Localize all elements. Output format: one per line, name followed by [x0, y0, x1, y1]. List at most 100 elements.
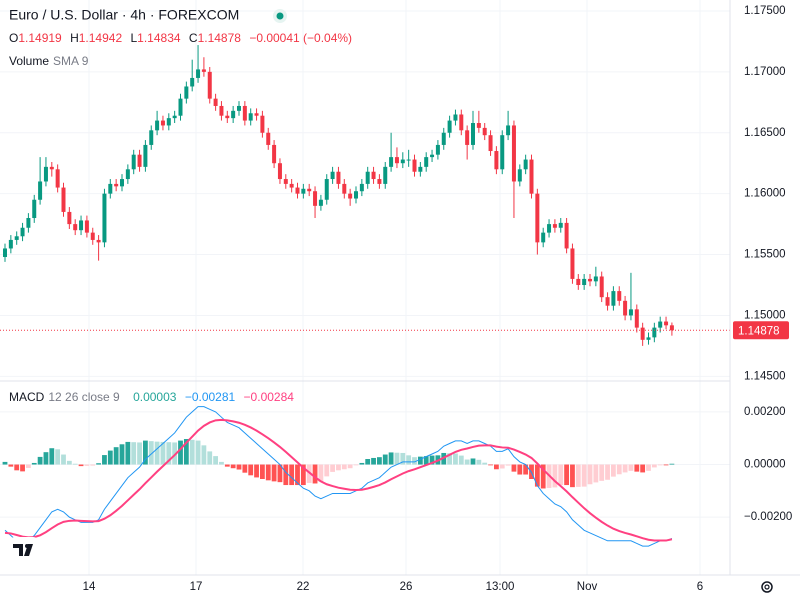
x-tick-label: 14 [83, 581, 96, 593]
candle-body [459, 114, 464, 131]
histogram-bar [189, 439, 195, 465]
candle-body [547, 224, 552, 233]
histogram-bar [640, 464, 646, 473]
symbol-title: Euro / U.S. Dollar · 4h · FOREXCOM [9, 7, 239, 23]
histogram-bar [207, 451, 213, 465]
histogram-bar [300, 464, 306, 486]
histogram-bar [353, 464, 359, 466]
candle-body [318, 199, 323, 206]
candle-body [506, 125, 511, 136]
volume-label: Volume [9, 54, 49, 68]
histogram-bar [271, 464, 277, 482]
histogram-bar [236, 464, 242, 470]
candle-body [389, 157, 394, 167]
candle-body [336, 171, 341, 184]
candle-body [324, 179, 329, 200]
y-tick-label: 1.15500 [744, 249, 786, 261]
tradingview-logo[interactable] [9, 537, 39, 563]
histogram-bar [8, 464, 14, 467]
candle-body [172, 115, 177, 119]
volume-legend: Volume SMA 9 [9, 54, 89, 68]
histogram-bar [90, 464, 96, 466]
candle-body [178, 98, 183, 116]
histogram-bar [324, 464, 330, 477]
histogram-bar [599, 464, 605, 481]
histogram-bar [102, 455, 107, 465]
grid [0, 0, 730, 575]
candle-body [634, 309, 639, 328]
gear-ring [761, 581, 773, 593]
histogram-bar [283, 464, 289, 486]
histogram-bar [137, 442, 142, 465]
histogram-bar [113, 447, 119, 465]
histogram-bar [312, 464, 318, 484]
histogram-bar [61, 454, 66, 465]
histogram-bar [330, 464, 335, 472]
candle-body [447, 120, 452, 133]
candle-body [418, 166, 423, 172]
candle-body [441, 132, 446, 145]
histogram-bar [160, 441, 166, 465]
candle-body [383, 166, 388, 184]
candle-body [149, 130, 154, 145]
histogram-bar [260, 464, 265, 479]
macd-value: −0.00281 [185, 390, 236, 404]
y-tick-label: 1.14500 [744, 370, 786, 382]
histogram-bar [265, 464, 271, 481]
candle-body [482, 127, 487, 136]
candle-body [365, 171, 370, 184]
logo-background [9, 537, 39, 563]
candle-body [348, 193, 353, 199]
candle-body [73, 224, 78, 231]
histogram-bar [224, 464, 230, 467]
candle-body [307, 188, 312, 192]
histogram-bar [2, 461, 8, 465]
candle-body [313, 191, 318, 206]
histogram-bar [347, 464, 353, 469]
candle-body [277, 163, 282, 180]
candle-body [611, 291, 616, 306]
histogram-bar [611, 464, 616, 477]
histogram-bar [564, 464, 569, 486]
gear-hub [764, 584, 770, 590]
histogram-bar [458, 455, 464, 465]
candle-body [394, 157, 399, 164]
histogram-bar [470, 458, 476, 465]
candle-body [494, 151, 499, 170]
histogram-bar [84, 464, 90, 466]
candle-body [49, 166, 54, 170]
histogram-bar [558, 464, 564, 486]
candle-body [295, 187, 300, 194]
candle-body [190, 77, 195, 87]
histogram-bar [622, 464, 628, 473]
signal-line [4, 418, 673, 542]
histogram-bar [488, 464, 493, 466]
macd-label: MACD [9, 390, 45, 404]
histogram-bar [201, 445, 207, 465]
legend: Euro / U.S. Dollar · 4h · FOREXCOM O1.14… [9, 7, 352, 404]
last-price-label: 1.14878 [738, 325, 780, 337]
candle-body [184, 86, 189, 99]
candle-body [96, 239, 101, 243]
candle-body [102, 193, 107, 243]
histogram-bar [107, 450, 113, 465]
candle-body [488, 135, 493, 152]
y-tick-label: 1.16500 [744, 127, 786, 139]
candle-body [471, 123, 475, 145]
candle-body [605, 297, 610, 306]
candle-body [535, 193, 540, 243]
histogram-bar [616, 464, 622, 475]
histogram-bar [26, 464, 31, 468]
candle-body [646, 337, 651, 340]
candle-body [14, 236, 19, 240]
candle-body [242, 105, 247, 121]
candle-body [652, 327, 657, 338]
plot [0, 45, 730, 547]
y-tick-label: 1.17500 [744, 5, 786, 17]
candle-body [330, 171, 335, 180]
settings-button[interactable] [761, 581, 773, 593]
candle-body [359, 183, 364, 192]
histogram-bar [382, 454, 388, 465]
histogram-bar [219, 461, 224, 465]
